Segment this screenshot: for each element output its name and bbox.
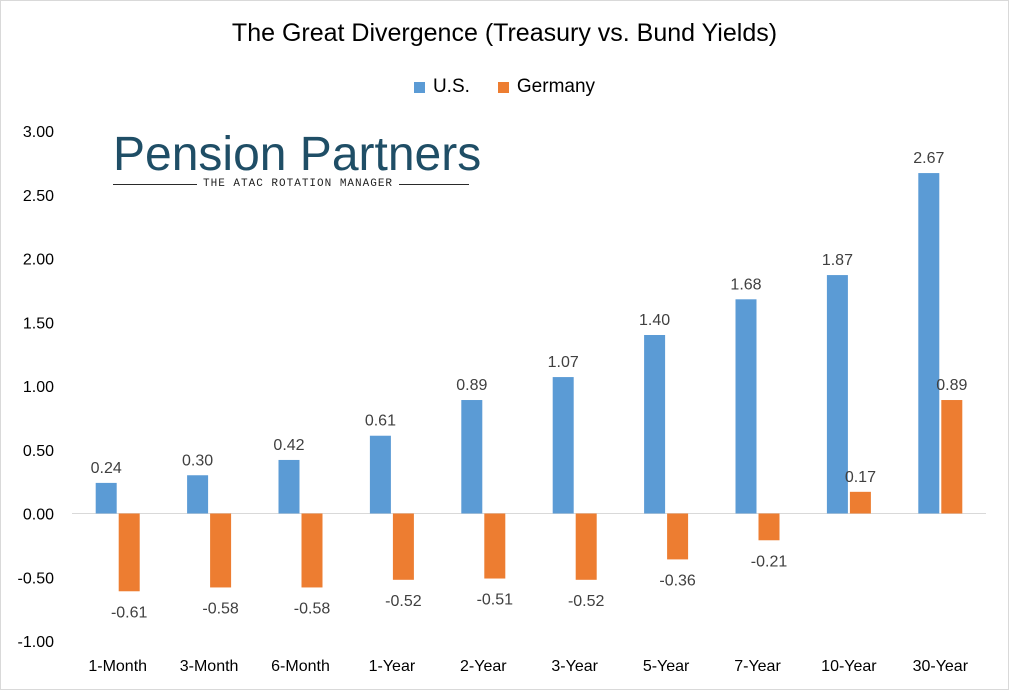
y-tick-label: 2.00: [23, 252, 54, 269]
bar-germany: [667, 513, 689, 560]
x-tick-label: 30-Year: [913, 658, 969, 675]
bar-us: [95, 482, 117, 514]
data-label-germany: -0.58: [294, 600, 331, 617]
y-tick-label: 0.00: [23, 507, 54, 524]
data-label-germany: -0.58: [202, 600, 239, 617]
y-tick-label: -1.00: [18, 634, 55, 651]
bar-us: [918, 173, 940, 514]
bar-germany: [118, 513, 140, 592]
data-label-germany: -0.51: [477, 592, 514, 609]
x-tick-label: 7-Year: [734, 658, 781, 675]
data-label-germany: 0.17: [845, 469, 876, 486]
x-tick-label: 3-Year: [551, 658, 598, 675]
bar-us: [278, 459, 300, 514]
x-tick-label: 5-Year: [643, 658, 690, 675]
data-label-germany: -0.36: [659, 572, 696, 589]
data-label-germany: -0.21: [751, 553, 788, 570]
data-label-germany: 0.89: [936, 377, 967, 394]
data-label-us: 1.07: [548, 354, 579, 371]
pension-partners-logo: Pension Partners THE ATAC ROTATION MANAG…: [113, 129, 481, 193]
chart-title: The Great Divergence (Treasury vs. Bund …: [231, 19, 778, 47]
y-tick-label: 1.00: [23, 379, 54, 396]
data-label-us: 0.30: [182, 452, 213, 469]
data-label-germany: -0.52: [385, 593, 422, 610]
bar-germany: [484, 513, 506, 579]
logo-tagline: THE ATAC ROTATION MANAGER: [197, 177, 400, 191]
y-tick-label: 1.50: [23, 315, 54, 332]
chart-legend: U.S. Germany: [1, 76, 1008, 98]
legend-swatch-us: [413, 81, 425, 93]
bar-germany: [392, 513, 414, 580]
bar-germany: [301, 513, 323, 588]
bar-germany: [849, 491, 871, 514]
x-tick-label: 1-Year: [369, 658, 416, 675]
x-tick-label: 3-Month: [180, 658, 239, 675]
x-tick-label: 10-Year: [821, 658, 877, 675]
data-label-us: 0.24: [91, 460, 122, 477]
y-tick-label: -0.50: [18, 570, 55, 587]
bar-us: [369, 435, 391, 514]
legend-label-us: U.S.: [432, 76, 470, 97]
data-label-germany: -0.52: [568, 593, 605, 610]
data-label-us: 0.61: [365, 413, 396, 430]
data-label-germany: -0.61: [111, 604, 148, 621]
data-label-us: 0.42: [273, 437, 304, 454]
data-label-us: 1.87: [822, 252, 853, 269]
y-tick-label: 0.50: [23, 443, 54, 460]
bar-us: [461, 400, 483, 514]
y-tick-label: 3.00: [23, 124, 54, 141]
bar-us: [735, 299, 757, 514]
data-label-us: 2.67: [913, 150, 944, 167]
data-label-us: 0.89: [456, 377, 487, 394]
x-tick-label: 6-Month: [271, 658, 330, 675]
bar-us: [644, 335, 666, 514]
legend-label-germany: Germany: [516, 76, 596, 97]
bar-us: [187, 475, 209, 514]
legend-item-germany: Germany: [497, 76, 596, 98]
bar-us: [826, 275, 848, 514]
data-label-us: 1.68: [730, 276, 761, 293]
logo-wordmark: Pension Partners: [113, 128, 482, 181]
legend-item-us: U.S.: [413, 76, 470, 98]
bar-germany: [210, 513, 232, 588]
legend-swatch-germany: [497, 81, 509, 93]
bar-us: [552, 377, 574, 514]
bar-germany: [758, 513, 780, 541]
x-tick-label: 2-Year: [460, 658, 507, 675]
y-tick-label: 2.50: [23, 188, 54, 205]
x-tick-label: 1-Month: [88, 658, 147, 675]
data-label-us: 1.40: [639, 312, 670, 329]
bar-germany: [575, 513, 597, 580]
bar-germany: [941, 400, 963, 514]
